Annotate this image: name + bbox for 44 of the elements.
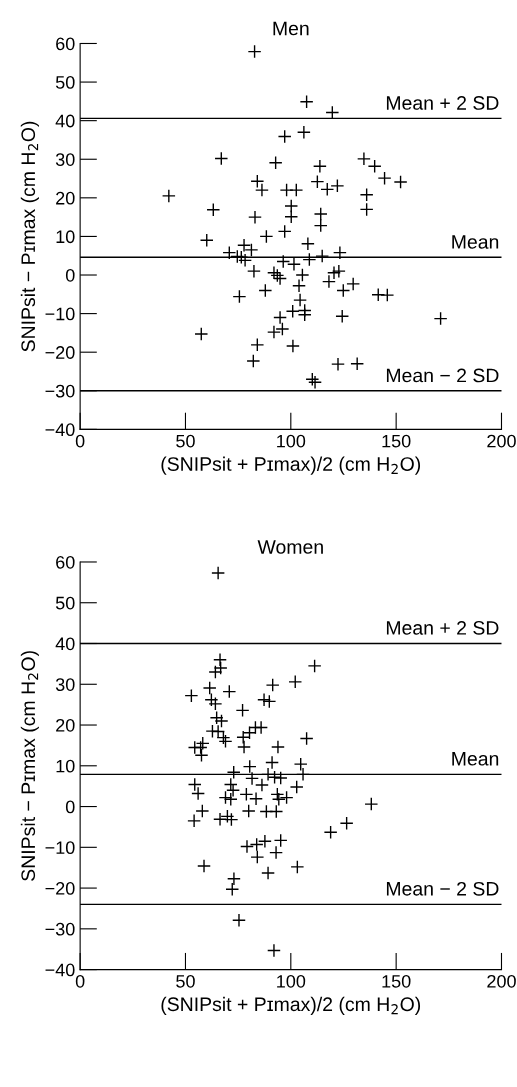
y-tick-label: 30: [55, 153, 75, 166]
y-axis-title: SNIPsit − Pɪmax (cm H$_{2}$O): [20, 651, 39, 881]
x-axis-title: (SNIPsit + Pɪmax)/2 (cm H$_{2}$O): [161, 456, 421, 475]
x-axis-title: (SNIPsit + Pɪmax)/2 (cm H$_{2}$O): [161, 996, 421, 1015]
x-tick-label: 100: [277, 974, 306, 988]
ref-line-label: Mean − 2 SD: [386, 368, 499, 383]
ref-line-label: Mean − 2 SD: [386, 881, 499, 896]
y-tick-label: 50: [55, 76, 75, 89]
chart-title: Women: [257, 540, 323, 554]
y-tick-label: −40: [45, 963, 75, 977]
x-tick-label: 0: [75, 434, 85, 448]
y-tick-label: −20: [45, 882, 75, 895]
y-tick-label: −30: [45, 384, 75, 398]
y-tick-label: 60: [56, 37, 75, 51]
x-tick-label: 50: [176, 974, 195, 988]
x-tick-label: 100: [277, 434, 306, 448]
y-tick-label: 20: [56, 718, 75, 732]
y-tick-label: 10: [56, 759, 75, 773]
y-tick-label: 0: [65, 268, 75, 282]
x-tick-label: 150: [382, 434, 411, 448]
ref-line-label: Mean: [452, 752, 499, 766]
y-tick-label: 10: [56, 230, 75, 244]
y-tick-label: 40: [55, 637, 75, 651]
y-tick-label: −30: [45, 922, 75, 936]
y-tick-label: 0: [65, 800, 75, 814]
y-tick-label: 20: [56, 191, 75, 205]
y-tick-label: −40: [45, 423, 75, 437]
x-tick-label: 200: [487, 434, 516, 448]
y-axis-title: SNIPsit − Pɪmax (cm H$_{2}$O): [20, 121, 39, 352]
x-tick-label: 50: [176, 434, 195, 448]
y-tick-label: 40: [55, 114, 75, 128]
chart-title: Men: [273, 21, 309, 36]
x-tick-label: 0: [75, 974, 85, 988]
y-tick-label: 50: [55, 596, 75, 610]
y-tick-label: 30: [55, 678, 75, 691]
y-tick-label: −10: [45, 841, 75, 855]
y-tick-label: −10: [45, 307, 75, 321]
ref-line-label: Mean + 2 SD: [386, 96, 499, 110]
x-tick-label: 150: [382, 974, 411, 988]
y-tick-label: −20: [45, 346, 75, 359]
ref-line-label: Mean + 2 SD: [386, 621, 499, 635]
y-tick-label: 60: [56, 555, 75, 569]
x-tick-label: 200: [487, 974, 516, 988]
ref-line-label: Mean: [452, 235, 499, 249]
